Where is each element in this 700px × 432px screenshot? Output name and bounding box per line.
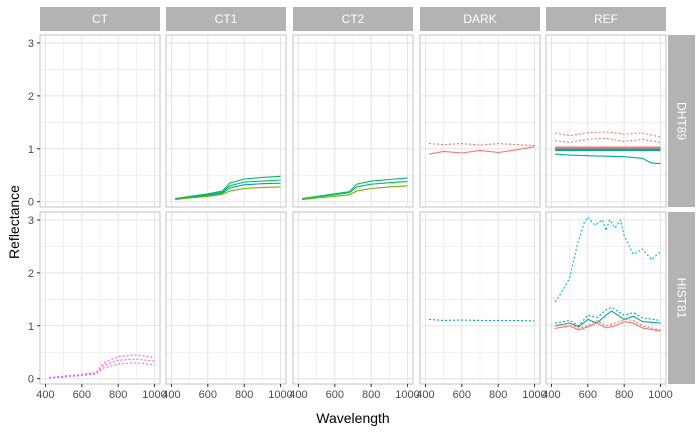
series-line-red (555, 321, 661, 332)
series-line-teal (555, 153, 661, 165)
series-line-red (554, 318, 661, 331)
x-tick-label: 400 (36, 389, 54, 401)
panel-dht89-ct (39, 34, 161, 208)
row-strip-dht89: DHT89 (668, 35, 695, 207)
y-tick-label: 3 (28, 38, 34, 50)
x-tick-label: 600 (73, 389, 91, 401)
col-strip-ct2: CT2 (293, 7, 413, 31)
col-strip-bg (420, 7, 540, 31)
col-strip-bg (40, 7, 160, 31)
facet-strips: CT CT1 CT2 DARK REF DHT89 HIST81 (40, 7, 695, 384)
y-tick-label: 2 (28, 91, 34, 103)
x-tick-label: 800 (362, 389, 380, 401)
panel-dht89-dark (419, 34, 541, 208)
row-strip-bg (668, 212, 695, 384)
col-strip-label: CT (92, 12, 109, 26)
y-axis-title: Reflectance (6, 185, 22, 259)
series-line-cyan (554, 216, 661, 303)
x-tick-label: 800 (615, 389, 633, 401)
x-tick-label: 1000 (648, 389, 672, 401)
x-tick-label: 1000 (142, 389, 166, 401)
col-strip-bg (166, 7, 286, 31)
row-strip-label: HIST81 (675, 278, 689, 319)
series-line-green (175, 179, 281, 200)
panel-hist81-dark (419, 211, 541, 385)
x-tick-label: 600 (579, 389, 597, 401)
y-tick-label: 1 (28, 144, 34, 156)
series-line-olive (175, 186, 281, 201)
y-tick-label: 3 (28, 215, 34, 227)
x-tick-label: 1000 (522, 389, 546, 401)
x-tick-label: 800 (489, 389, 507, 401)
panel-hist81-ref (545, 211, 667, 385)
series-line-green (302, 177, 408, 200)
series-line-purple (49, 362, 155, 379)
x-tick-label: 1000 (395, 389, 419, 401)
col-strip-dark: DARK (420, 7, 540, 31)
panel-hist81-ct1 (165, 211, 287, 385)
panel-dht89-ct1 (165, 34, 287, 208)
x-tick-label: 400 (542, 389, 560, 401)
panels-layer (39, 34, 667, 385)
panel-dht89-ct2 (292, 34, 414, 208)
series-line-teal (175, 182, 281, 200)
col-strip-label: CT2 (342, 12, 365, 26)
x-tick-label: 400 (162, 389, 180, 401)
col-strip-ct1: CT1 (166, 7, 286, 31)
x-tick-label: 400 (289, 389, 307, 401)
panel-hist81-ct (39, 211, 161, 385)
x-axis-title: Wavelength (316, 410, 389, 426)
series-line-olive (302, 185, 408, 201)
col-strip-bg (293, 7, 413, 31)
series-line-red (428, 146, 535, 155)
col-strip-label: REF (594, 12, 618, 26)
x-tick-label: 800 (109, 389, 127, 401)
x-tick-label: 800 (235, 389, 253, 401)
row-strip-hist81: HIST81 (668, 212, 695, 384)
col-strip-ref: REF (546, 7, 666, 31)
panel-hist81-ct2 (292, 211, 414, 385)
series-line-teal (555, 306, 661, 327)
row-strip-bg (668, 35, 695, 207)
col-strip-label: CT1 (215, 12, 238, 26)
y-tick-label: 0 (28, 374, 34, 386)
x-tick-label: 400 (416, 389, 434, 401)
series-line-green (302, 181, 408, 200)
x-tick-label: 1000 (268, 389, 292, 401)
y-tick-label: 1 (28, 321, 34, 333)
y-tick-label: 0 (28, 197, 34, 209)
x-tick-label: 600 (326, 389, 344, 401)
x-tick-label: 600 (199, 389, 217, 401)
col-strip-bg (546, 7, 666, 31)
y-tick-label: 2 (28, 268, 34, 280)
series-line-teal (554, 310, 661, 328)
col-strip-ct: CT (40, 7, 160, 31)
panel-dht89-ref (545, 34, 667, 208)
col-strip-label: DARK (463, 12, 496, 26)
series-line-red (555, 137, 661, 143)
series-line-green (175, 175, 281, 200)
row-strip-label: DHT89 (675, 102, 689, 140)
x-tick-label: 600 (453, 389, 471, 401)
